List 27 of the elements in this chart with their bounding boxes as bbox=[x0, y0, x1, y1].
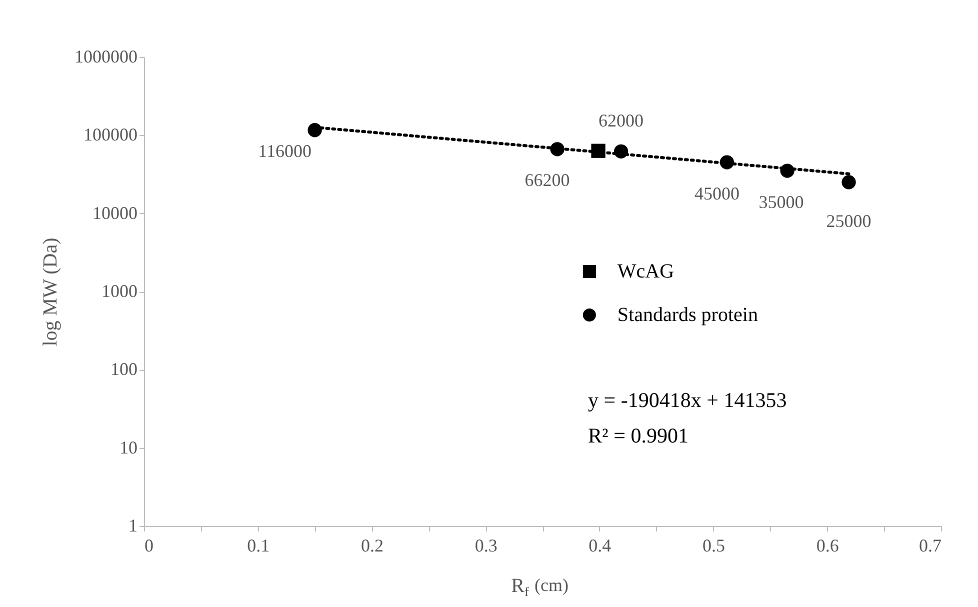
x-tick-label: 0.6 bbox=[816, 536, 839, 556]
annotation: R² = 0.9901 bbox=[588, 423, 688, 448]
data-label: 66200 bbox=[524, 170, 570, 190]
annotation: y = -190418x + 141353 bbox=[588, 388, 787, 412]
y-tick-label: 10 bbox=[120, 437, 138, 458]
data-label: 116000 bbox=[258, 141, 312, 162]
x-tick-label: 0 bbox=[144, 536, 154, 556]
point bbox=[842, 175, 856, 190]
data-label: 62000 bbox=[598, 110, 644, 130]
x-tick-label: 0.3 bbox=[474, 536, 498, 556]
x-tick-label: 0.4 bbox=[588, 536, 612, 556]
x-tick-label: 0.1 bbox=[247, 536, 270, 556]
data-label: 45000 bbox=[694, 183, 740, 204]
y-axis-title: log MW (Da) bbox=[40, 238, 62, 346]
y-tick-label: 10000 bbox=[92, 202, 138, 223]
x-tick-label: 0.2 bbox=[360, 536, 384, 556]
x-tick-label: 0.5 bbox=[702, 536, 726, 556]
y-tick-label: 100 bbox=[110, 359, 138, 380]
y-tick-label: 100000 bbox=[84, 124, 138, 145]
x-tick-label: 0.7 bbox=[919, 536, 942, 556]
legend-label: WcAG bbox=[617, 260, 674, 283]
legend-label: Standards protein bbox=[617, 304, 758, 326]
data-label: 35000 bbox=[758, 192, 804, 212]
data-label: 25000 bbox=[826, 211, 872, 232]
y-tick-label: 1000 bbox=[102, 281, 138, 301]
y-tick-label: 1 bbox=[128, 516, 138, 536]
y-tick-label: 1000000 bbox=[74, 46, 138, 66]
